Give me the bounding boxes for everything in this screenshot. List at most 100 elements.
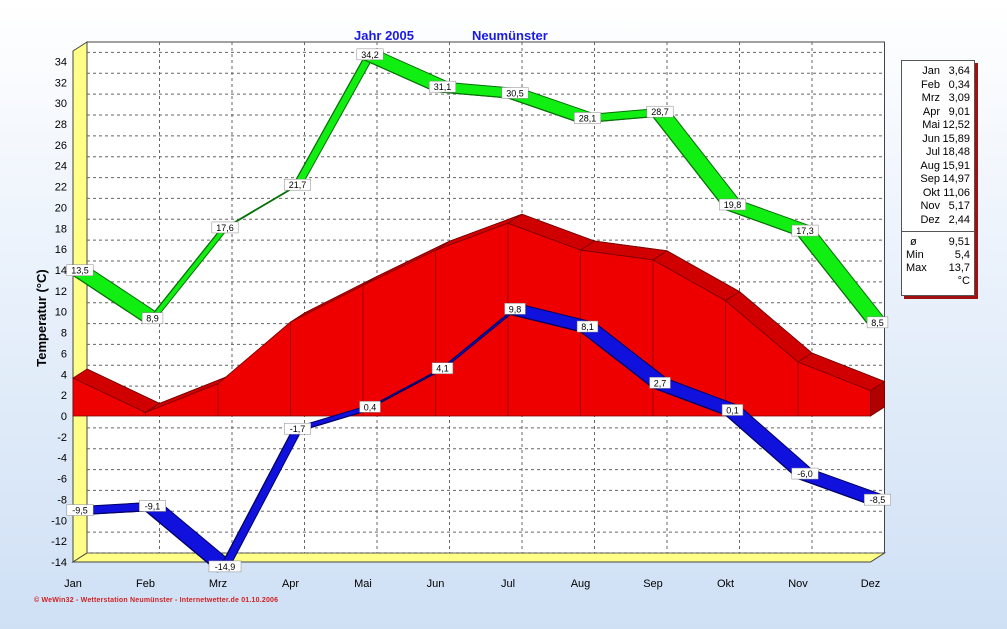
stats-row-mrz: Mrz 3,09 — [902, 92, 974, 106]
stats-month-value: 12,52 — [942, 119, 970, 131]
min-band-data-label: 8,1 — [581, 322, 594, 332]
max-band-data-label: 8,5 — [871, 318, 884, 328]
y-tick-label: -6 — [57, 474, 67, 486]
stats-summary-row: Max 13,7 — [902, 262, 974, 275]
min-band-data-label: -14,9 — [215, 562, 236, 572]
min-band-label-box — [791, 467, 819, 480]
y-tick-label: 28 — [55, 119, 67, 131]
max-band-data-label: 34,2 — [361, 50, 379, 60]
max-band-label-box — [356, 48, 384, 61]
stats-month-label: Aug — [920, 159, 940, 172]
max-band-data-label: 8,9 — [146, 314, 159, 324]
y-tick-label: 30 — [55, 98, 67, 110]
y-tick-label: -4 — [57, 453, 67, 465]
min-band-data-label: 0,4 — [364, 402, 377, 412]
chart-title-year: Jahr 2005 — [354, 28, 414, 43]
y-tick-label: 24 — [55, 161, 67, 173]
y-tick-label: -10 — [51, 515, 67, 527]
stats-month-value: 11,06 — [943, 186, 970, 199]
x-tick-label: Mrz — [209, 578, 227, 590]
x-tick-label: Nov — [788, 578, 808, 590]
stats-row-nov: Nov 5,17 — [902, 200, 974, 214]
y-tick-label: 14 — [55, 265, 67, 277]
max-band-data-label: 13,5 — [71, 266, 89, 276]
min-band-data-label: 9,8 — [509, 304, 522, 314]
min-band-data-label: -6,0 — [797, 469, 813, 479]
max-band-label-box — [501, 87, 529, 99]
x-tick-label: Dez — [861, 578, 881, 590]
stats-summary-value: °C — [957, 275, 970, 287]
max-band-label-box — [211, 221, 239, 234]
stats-row-apr: Apr 9,01 — [902, 106, 974, 120]
x-tick-label: Mai — [354, 578, 372, 590]
max-band-data-label: 21,7 — [289, 180, 307, 190]
stats-divider — [902, 231, 974, 232]
stats-summary-row: ø 9,51 — [902, 236, 974, 249]
max-band-data-label: 19,8 — [724, 200, 742, 210]
min-band-data-label: -9,5 — [72, 506, 88, 516]
y-tick-label: -14 — [51, 557, 67, 569]
max-band-data-label: 31,1 — [434, 82, 452, 92]
y-tick-label: -2 — [57, 432, 67, 444]
min-band-label-box — [208, 560, 242, 573]
y-tick-label: 18 — [55, 223, 67, 235]
y-tick-label: 10 — [55, 307, 67, 319]
stats-row-jan: Jan 3,64 — [902, 65, 974, 79]
plot-floor — [71, 552, 887, 563]
stats-month-value: 15,89 — [942, 132, 970, 145]
y-tick-label: -12 — [51, 536, 67, 548]
min-band-data-label: -8,5 — [870, 495, 886, 505]
max-band-label-box — [284, 178, 311, 191]
stats-month-value: 3,64 — [948, 65, 970, 77]
max-band-label-box — [141, 312, 164, 324]
stats-month-value: 15,91 — [942, 159, 970, 172]
y-tick-label: 22 — [55, 182, 67, 194]
stats-summary-label: ø — [910, 236, 917, 248]
min-band-label-box — [431, 362, 454, 374]
chart-title-station: Neumünster — [472, 28, 548, 43]
min-band-data-label: 2,7 — [654, 378, 667, 388]
stats-month-label: Jul — [925, 146, 940, 158]
x-tick-label: Jan — [64, 578, 82, 590]
stats-summary-label: Max — [906, 262, 927, 274]
y-tick-label: 32 — [55, 77, 67, 89]
max-band-label-box — [429, 80, 456, 93]
stats-month-value: 0,34 — [948, 78, 970, 91]
stats-row-mai: Mai 12,52 — [902, 119, 974, 133]
max-band-label-box — [866, 316, 889, 329]
y-tick-label: 8 — [61, 328, 67, 340]
min-band-label-box — [649, 377, 671, 389]
max-band-label-box — [574, 112, 601, 124]
max-band-data-label: 30,5 — [506, 88, 524, 98]
y-tick-label: 4 — [61, 369, 67, 381]
y-tick-label: -8 — [57, 494, 67, 506]
footer-credit: © WeWin32 - Wetterstation Neumünster - I… — [34, 597, 279, 604]
stats-row-feb: Feb 0,34 — [902, 79, 974, 93]
stats-month-label: Jan — [922, 65, 940, 77]
max-band-label-box — [791, 224, 819, 237]
max-band-label-box — [719, 198, 746, 211]
min-band-label-box — [504, 303, 526, 315]
min-band-data-label: -1,7 — [290, 424, 306, 434]
min-band-data-label: -9,1 — [145, 501, 161, 511]
stats-month-label: Mrz — [921, 92, 940, 104]
stats-month-label: Apr — [922, 105, 940, 118]
x-tick-label: Jul — [501, 578, 515, 590]
stats-month-label: Jun — [922, 132, 940, 145]
stats-row-jul: Jul 18,48 — [902, 146, 974, 160]
min-band-front-edge — [72, 313, 871, 573]
stats-summary-row: Min 5,4 — [902, 249, 974, 262]
x-tick-label: Aug — [571, 578, 591, 590]
y-tick-label: 26 — [55, 140, 67, 152]
min-band-label-box — [864, 493, 891, 506]
stats-month-label: Okt — [922, 186, 940, 199]
min-band-label-box — [359, 401, 381, 413]
stats-row-aug: Aug 15,91 — [902, 160, 974, 174]
stats-month-value: 18,48 — [942, 146, 970, 158]
max-band-front-edge — [72, 58, 871, 328]
stats-month-label: Nov — [920, 200, 940, 212]
min-band-label-box — [721, 404, 744, 416]
max-band-label-box — [66, 264, 94, 276]
monthly-means-list: Jan 3,64 Feb 0,34 Mrz 3,09 Apr 9,01 Mai 12,52 Jun 1… — [902, 65, 974, 227]
